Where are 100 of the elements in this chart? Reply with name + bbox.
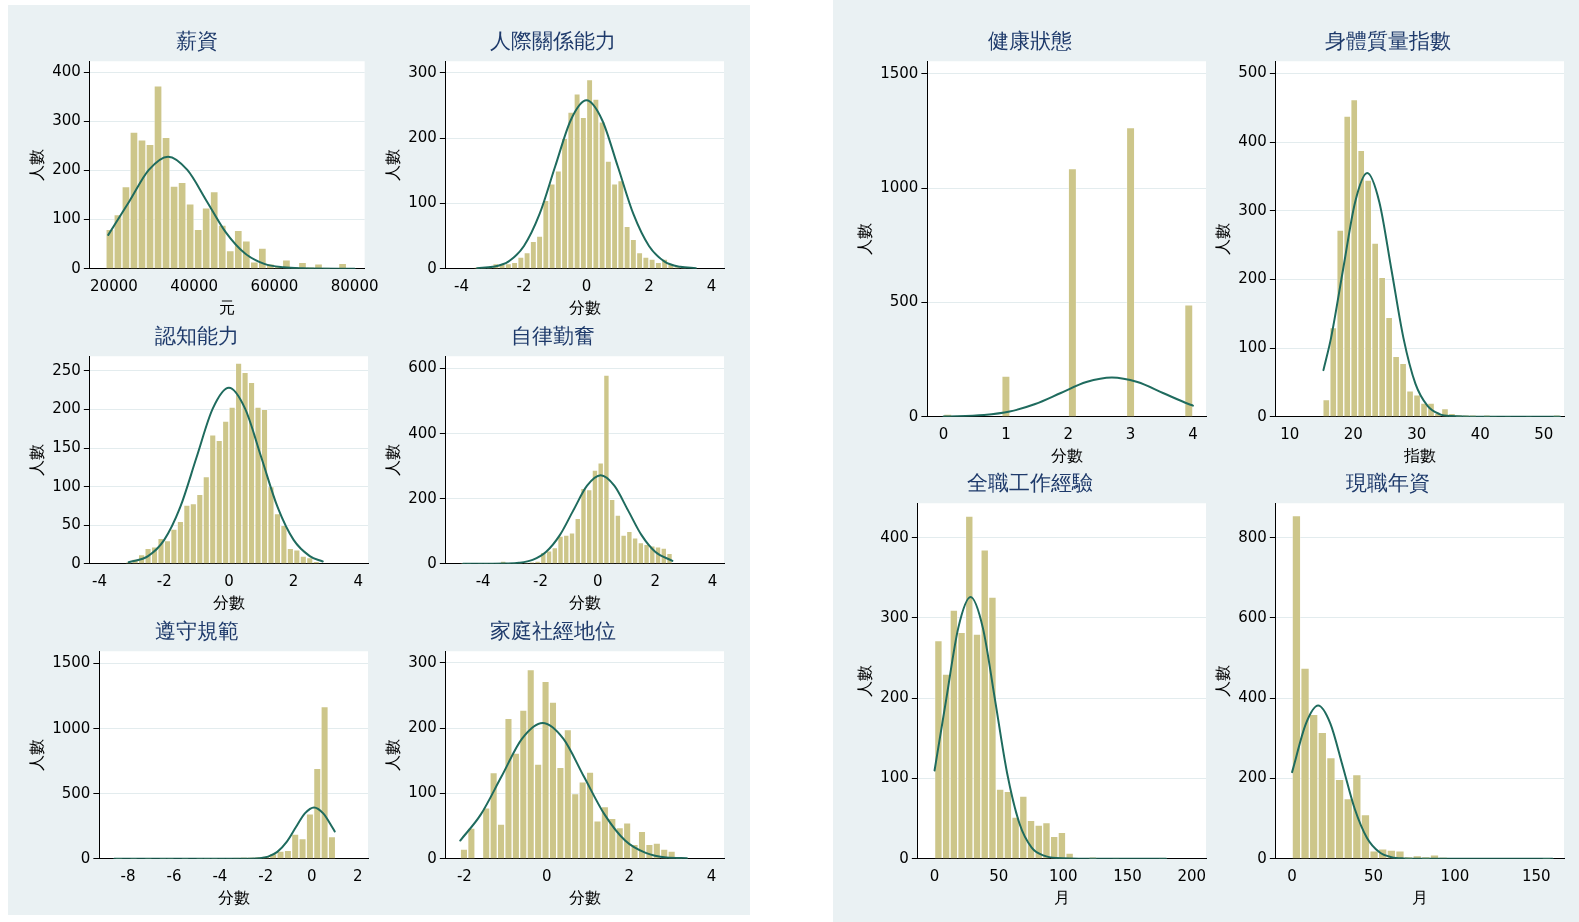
y-tick-label: 1000 <box>52 718 91 737</box>
y-tick-label: 150 <box>52 437 81 456</box>
y-tick-label: 300 <box>408 652 437 671</box>
x-tick-label: 80000 <box>330 276 379 295</box>
y-tick-label: 0 <box>1257 848 1267 867</box>
chart-title: 認知能力 <box>155 324 239 349</box>
x-tick-label: 30 <box>1407 424 1427 443</box>
y-tick-label: 500 <box>1238 63 1267 82</box>
chart-title: 家庭社經地位 <box>490 619 616 644</box>
chart-title: 遵守規範 <box>155 619 239 644</box>
y-axis-title: 人數 <box>854 223 874 255</box>
x-tick-label: 60000 <box>250 276 299 295</box>
x-tick-label: -6 <box>166 866 182 885</box>
y-axis-title: 人數 <box>854 665 874 697</box>
y-tick-label: 600 <box>408 358 437 377</box>
y-tick-label: 0 <box>427 258 437 277</box>
y-tick-label: 400 <box>52 61 81 80</box>
x-tick-label: 2 <box>644 276 654 295</box>
x-axis-title: 分數 <box>212 592 245 612</box>
x-tick-label: 10 <box>1280 424 1300 443</box>
x-axis-title: 分數 <box>568 887 601 907</box>
x-tick-label: 2 <box>288 571 299 590</box>
x-tick-label: 20 <box>1343 424 1363 443</box>
x-tick-label: -4 <box>212 866 228 885</box>
y-tick-label: 0 <box>899 848 909 867</box>
x-tick-label: 2 <box>352 866 363 885</box>
x-tick-label: 100 <box>1440 866 1470 885</box>
x-tick-label: 0 <box>224 571 234 590</box>
x-tick-label: 50 <box>1363 866 1384 885</box>
x-tick-label: -2 <box>516 276 532 295</box>
y-tick-label: 200 <box>1238 768 1267 787</box>
x-tick-label: 20000 <box>90 276 138 295</box>
x-tick-label: 4 <box>1188 424 1198 443</box>
y-tick-label: 200 <box>408 488 437 507</box>
x-tick-label: 2 <box>624 866 634 885</box>
x-axis-title: 分數 <box>568 297 601 317</box>
x-tick-label: -2 <box>156 571 172 590</box>
x-tick-label: 50 <box>989 866 1009 885</box>
y-axis-title: 人數 <box>26 739 46 771</box>
x-tick-label: 0 <box>306 866 317 885</box>
y-axis-title: 人數 <box>1212 223 1232 255</box>
x-axis-title: 指數 <box>1402 445 1436 465</box>
y-tick-label: 0 <box>1257 406 1267 425</box>
y-tick-label: 300 <box>1238 200 1267 219</box>
x-tick-label: 4 <box>707 571 718 590</box>
x-tick-label: 200 <box>1177 866 1207 885</box>
x-axis-title: 元 <box>219 297 236 317</box>
y-tick-label: 0 <box>71 258 81 277</box>
x-tick-label: -2 <box>258 866 274 885</box>
x-axis-title: 分數 <box>568 592 601 612</box>
y-tick-label: 400 <box>1238 132 1267 151</box>
y-tick-label: 500 <box>61 783 91 802</box>
y-axis-title: 人數 <box>1212 665 1232 697</box>
y-tick-label: 1500 <box>880 63 919 82</box>
chart-title: 薪資 <box>176 29 218 54</box>
chart-title: 人際關係能力 <box>490 29 616 54</box>
chart-title: 健康狀態 <box>988 29 1072 54</box>
x-tick-label: 4 <box>706 866 717 885</box>
x-axis-title: 分數 <box>1050 445 1083 465</box>
x-tick-label: -8 <box>120 866 136 885</box>
chart-title: 自律勤奮 <box>511 324 595 349</box>
x-tick-label: -2 <box>532 571 548 590</box>
x-tick-label: 2 <box>1063 424 1074 443</box>
x-tick-label: 0 <box>593 571 603 590</box>
y-axis-title: 人數 <box>26 149 46 181</box>
x-tick-label: 1 <box>1001 424 1011 443</box>
y-tick-label: 100 <box>1238 338 1267 357</box>
y-tick-label: 500 <box>889 292 919 311</box>
x-tick-label: 0 <box>581 276 592 295</box>
y-axis-title: 人數 <box>382 739 402 771</box>
y-tick-label: 200 <box>52 160 81 179</box>
y-tick-label: 100 <box>880 768 909 787</box>
y-tick-label: 800 <box>1238 527 1267 546</box>
x-tick-label: 40 <box>1470 424 1490 443</box>
x-tick-label: 40000 <box>170 276 218 295</box>
x-tick-label: -4 <box>453 276 469 295</box>
x-tick-label: -4 <box>475 571 491 590</box>
y-tick-label: 300 <box>52 111 81 130</box>
y-tick-label: 0 <box>80 848 91 867</box>
y-tick-label: 200 <box>408 128 437 147</box>
y-tick-label: 100 <box>52 209 81 228</box>
y-tick-label: 100 <box>408 193 437 212</box>
x-tick-label: 150 <box>1113 866 1142 885</box>
y-tick-label: 400 <box>880 527 909 546</box>
x-tick-label: 50 <box>1534 424 1554 443</box>
x-tick-label: 2 <box>650 571 660 590</box>
y-axis-title: 人數 <box>26 444 46 476</box>
y-tick-label: 0 <box>427 848 437 867</box>
x-tick-label: 150 <box>1522 866 1551 885</box>
x-tick-label: 0 <box>1287 866 1297 885</box>
y-tick-label: 0 <box>908 406 919 425</box>
y-tick-label: 200 <box>52 399 81 418</box>
x-tick-label: -4 <box>92 571 108 590</box>
y-axis-title: 人數 <box>382 149 402 181</box>
y-tick-label: 0 <box>71 553 81 572</box>
x-tick-label: -2 <box>456 866 472 885</box>
y-tick-label: 1500 <box>52 653 91 672</box>
y-tick-label: 200 <box>408 718 437 737</box>
x-axis-title: 月 <box>1411 887 1428 907</box>
y-tick-label: 200 <box>880 688 909 707</box>
